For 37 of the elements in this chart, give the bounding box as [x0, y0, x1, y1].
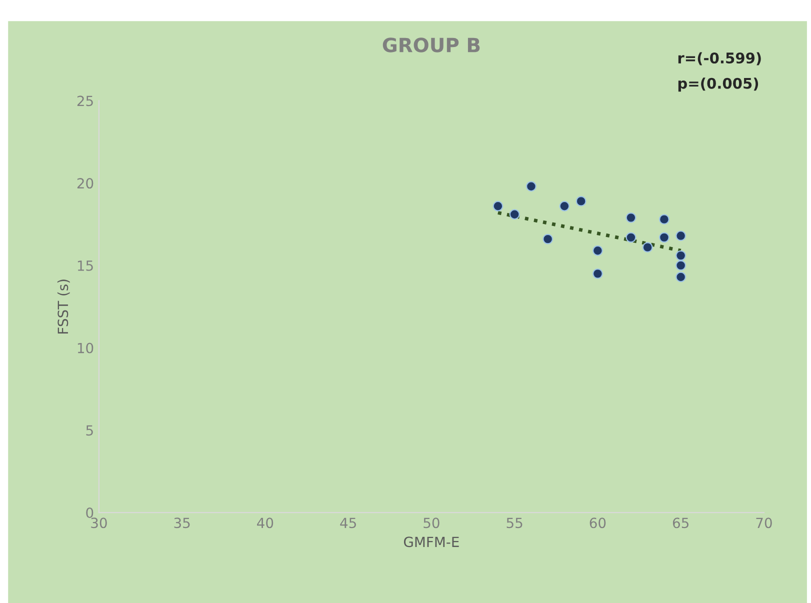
point: [509, 209, 520, 220]
x-axis-title: GMFM-E: [404, 536, 459, 548]
x-tick-label: 40: [257, 518, 274, 528]
point: [676, 230, 686, 241]
x-tick-label: 70: [756, 518, 772, 528]
point: [658, 232, 670, 243]
point: [492, 200, 504, 212]
point: [592, 268, 603, 279]
x-tick-label: 45: [340, 518, 356, 528]
y-tick-label: 0: [86, 508, 94, 518]
x-tick-label: 50: [424, 518, 440, 528]
chart-title: GROUP B: [382, 38, 480, 52]
point: [542, 234, 554, 244]
x-tick-label: 60: [590, 518, 606, 528]
y-tick-label: 5: [86, 425, 93, 436]
point: [626, 212, 636, 223]
text: r=(-0.599): [678, 52, 761, 66]
text: p=(0.005): [678, 78, 758, 92]
y-axis-title: FSST (s): [57, 280, 70, 334]
point: [626, 232, 636, 243]
y-tick-label: 10: [78, 342, 94, 354]
x-tick-label: 30: [91, 518, 107, 528]
point: [642, 242, 653, 253]
point: [592, 245, 603, 256]
point: [526, 181, 536, 192]
point: [576, 196, 586, 206]
x-tick-label: 55: [506, 518, 522, 528]
point: [658, 214, 670, 225]
x-tick-label: 65: [672, 518, 688, 528]
y-tick-label: 20: [77, 178, 94, 189]
point: [676, 250, 686, 261]
y-tick-label: 25: [77, 96, 93, 106]
x-tick-label: 35: [174, 518, 190, 528]
point: [559, 200, 570, 212]
point: [676, 272, 686, 282]
y-tick-label: 15: [78, 260, 93, 271]
point: [676, 260, 686, 271]
